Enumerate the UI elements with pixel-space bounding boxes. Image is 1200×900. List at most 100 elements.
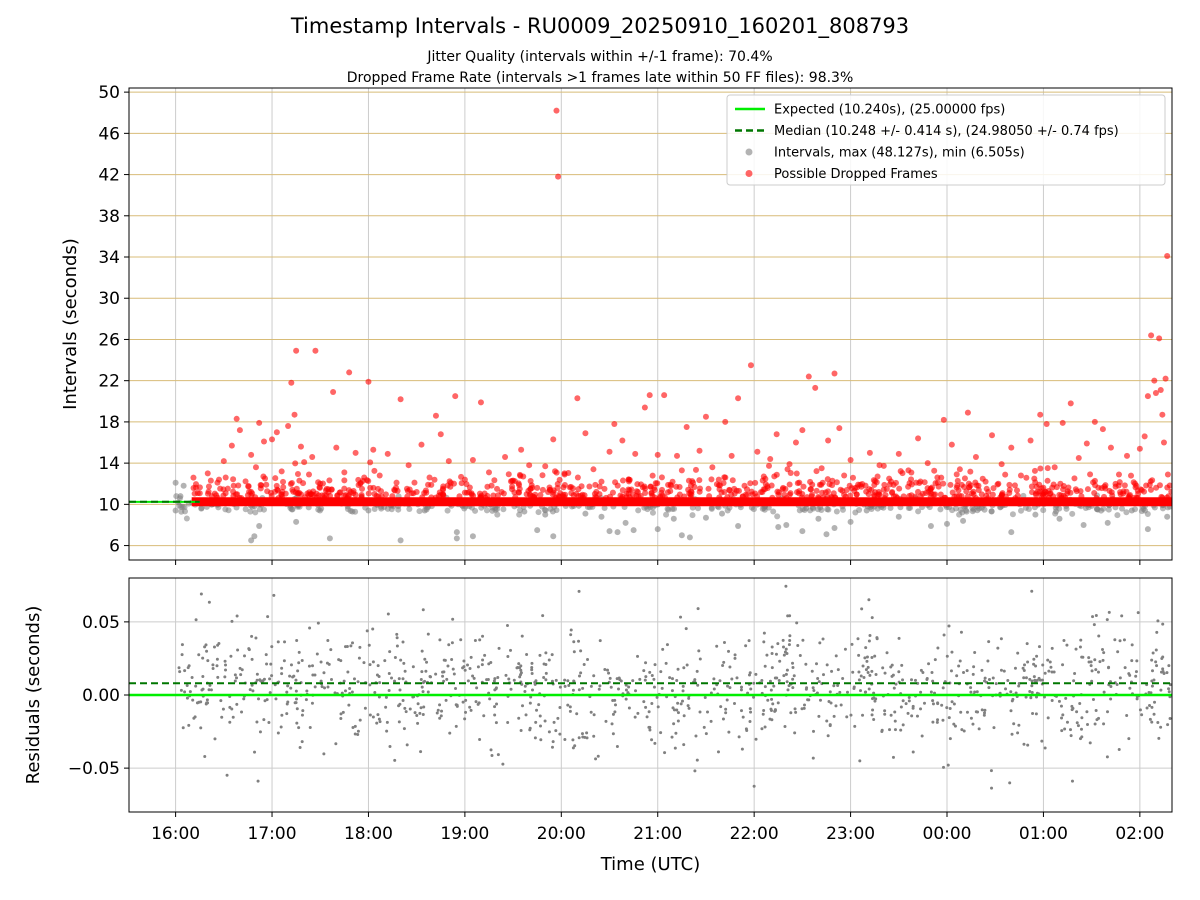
residual-point [907,696,911,700]
residual-point [224,663,228,667]
residual-point [676,667,680,671]
dropped-frame-point [696,477,703,484]
residual-point [1025,642,1029,646]
dropped-frame-point [596,483,603,490]
top-ytick-label: 18 [98,413,120,433]
residual-point [401,640,405,644]
top-ytick-label: 14 [98,454,120,474]
residual-point [205,649,209,653]
interval-point [895,513,902,520]
residual-point [1022,742,1026,746]
dropped-frame-point [341,485,348,492]
dropped-frame-point [728,452,735,459]
residual-point [573,744,577,748]
residual-point [558,732,562,736]
residual-point [447,643,451,647]
residual-point [704,732,708,736]
residual-point [727,649,731,653]
residual-point [867,687,871,691]
dropped-frame-point [1143,482,1150,489]
residual-point [579,649,583,653]
residual-point [1022,668,1026,672]
residual-point [1061,713,1065,717]
residual-point [769,707,773,711]
dropped-frame-point [1006,481,1013,488]
dropped-frame-point [853,491,860,498]
residual-point [256,779,260,783]
dropped-frame-point [1043,420,1050,427]
dropped-frame-point [973,482,980,489]
residual-point [506,624,510,628]
dropped-frame-point [244,492,251,499]
dropped-frame-point [463,489,470,496]
residual-point [255,720,259,724]
dropped-frame-point [651,494,658,501]
residual-point [1086,723,1090,727]
interval-point [493,506,500,513]
residual-point [280,672,284,676]
dropped-frame-point [1037,488,1044,495]
residual-point [827,699,831,703]
dropped-frame-point [667,488,674,495]
dropped-frame-point [1168,488,1172,495]
residual-point [673,746,677,750]
residual-point [188,690,192,694]
dropped-frame-point [752,479,759,486]
dropped-frame-point [1107,444,1114,451]
dropped-frame-point [561,470,568,477]
residual-point [788,638,792,642]
residual-point [397,677,401,681]
interval-point [956,511,963,518]
dropped-frame-point [786,461,793,468]
dropped-frame-point [972,453,979,460]
residual-point [319,660,323,664]
interval-point [598,513,605,520]
interval-point [663,511,670,518]
dropped-frame-point [555,493,562,500]
residual-point [624,697,628,701]
residual-point [935,872,938,875]
residual-point [489,661,493,665]
dropped-frame-point [606,448,613,455]
residual-point [585,736,589,740]
residual-point [659,670,663,674]
residual-point [206,701,210,705]
residual-points [177,584,1172,875]
dropped-frame-point [561,494,568,501]
residual-point [454,724,458,728]
dropped-frame-point [619,437,626,444]
interval-point [500,506,507,513]
residual-point [1010,732,1014,736]
dropped-frame-point [301,459,308,466]
legend-label: Intervals, max (48.127s), min (6.505s) [774,146,1025,161]
residual-point [216,675,220,679]
residual-point [346,670,350,674]
residual-point [327,825,330,828]
residual-point [697,649,701,653]
residual-point [1013,666,1017,670]
residual-point [611,732,615,736]
dropped-frame-point [985,494,992,501]
dropped-frame-point [273,482,280,489]
residual-point [213,737,217,741]
residual-point [494,721,498,725]
residual-point [1080,716,1084,720]
residual-point [261,679,265,683]
interval-point [180,482,187,489]
residual-point [812,689,816,693]
residual-point [1096,670,1100,674]
residual-point [1156,720,1160,724]
residual-point [1069,728,1073,732]
residual-point [426,690,430,694]
residual-point [853,724,857,728]
residual-point [668,676,672,680]
residual-point [870,713,874,717]
residual-point [1016,651,1020,655]
residual-point [1161,667,1165,671]
residual-point [770,645,774,649]
residual-point [343,689,347,693]
dropped-frame-point [511,489,518,496]
residual-point [401,677,405,681]
residual-point [899,705,903,709]
residual-point [592,734,596,738]
